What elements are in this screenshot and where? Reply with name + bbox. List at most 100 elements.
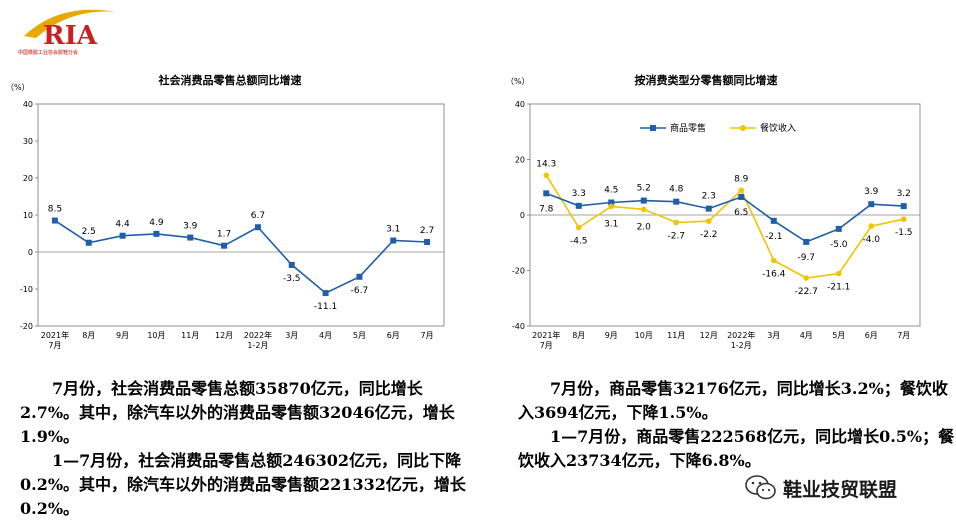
data-point — [51, 217, 58, 224]
data-point — [543, 172, 550, 179]
data-label: -3.5 — [283, 274, 301, 284]
data-label-goods: 4.8 — [669, 185, 684, 195]
legend-goods-marker — [650, 125, 656, 131]
x-tick-label: 8月 — [572, 331, 585, 340]
data-point — [835, 225, 842, 232]
data-point — [254, 224, 261, 231]
chart-title: 按消费类型分零售额同比增速 — [635, 73, 778, 87]
watermark-text: 鞋业技贸联盟 — [783, 478, 898, 501]
paragraph: 7月份，商品零售32176亿元，同比增长3.2%；餐饮收入3694亿元，下降1.… — [518, 379, 948, 422]
x-tick-label: 2022年 1-2月 — [244, 330, 272, 350]
data-point — [900, 216, 907, 222]
x-tick-label: 12月 — [215, 331, 233, 340]
data-label-goods: 6.5 — [734, 208, 748, 218]
data-point — [153, 230, 160, 237]
y-tick-label: 10 — [23, 211, 33, 220]
x-tick-label: 10月 — [147, 331, 165, 340]
data-label-food: -2.7 — [667, 231, 685, 241]
x-tick-label: 9月 — [605, 331, 618, 340]
data-point — [770, 217, 777, 224]
retail-sales-growth-chart: 社会消费品零售总额同比增速 （%） 40 30 20 10 0 -10 -20 2021年 7… — [6, 73, 445, 350]
x-tick-label: 6月 — [865, 331, 878, 340]
data-label-goods: -5.0 — [830, 240, 848, 250]
y-tick-label: 20 — [515, 156, 525, 165]
data-point — [738, 187, 745, 194]
x-tick-label: 3月 — [767, 331, 780, 340]
x-tick-label: 3月 — [285, 331, 298, 340]
data-point — [575, 202, 582, 209]
x-tick-label: 2022年 1-2月 — [727, 330, 755, 350]
x-tick-label: 4月 — [319, 331, 332, 340]
text-left: 7月份，社会消费品零售总额35870亿元，同比增长2.7%。其中，除汽车以外的消… — [20, 377, 470, 521]
y-tick-label: -40 — [512, 322, 525, 331]
data-label-goods: 3.3 — [572, 189, 586, 199]
consumption-type-growth-chart: 按消费类型分零售额同比增速 （%） 40 20 0 -20 -40 2021年 7月 8月 9… — [506, 73, 921, 350]
legend: 商品零售 餐饮收入 — [640, 122, 796, 134]
data-label-food: -2.2 — [700, 230, 718, 240]
data-point — [119, 232, 126, 239]
series-line-goods-retail — [546, 192, 904, 243]
data-label-food: 2.0 — [637, 222, 652, 232]
ria-logo: RIA — [24, 9, 116, 51]
data-point — [424, 239, 431, 246]
data-label-food: -21.1 — [827, 283, 850, 293]
x-tick-label: 7月 — [897, 331, 910, 340]
data-label-food: 14.3 — [536, 159, 556, 169]
wechat-icon — [745, 475, 776, 500]
y-tick-label: 0 — [520, 211, 525, 220]
data-point — [608, 203, 615, 210]
logo-subtitle: 中国橡胶工业协会胶鞋分会 — [18, 50, 79, 56]
data-label: 1.7 — [217, 230, 231, 240]
x-tick-label: 11月 — [181, 331, 199, 340]
data-point — [673, 198, 680, 205]
logo-text: RIA — [43, 21, 98, 51]
y-ticks: 40 30 20 10 0 -10 -20 — [20, 100, 444, 331]
data-label: 8.5 — [48, 205, 62, 215]
data-point — [868, 201, 875, 208]
data-point — [543, 190, 550, 197]
data-point — [85, 239, 92, 246]
data-point — [738, 193, 745, 200]
paragraph: 1—7月份，社会消费品零售总额246302亿元，同比下降0.2%。其中，除汽车以… — [20, 451, 466, 518]
data-point — [608, 199, 615, 206]
data-label-food: -1.5 — [895, 228, 913, 238]
data-label: -6.7 — [351, 286, 369, 296]
data-point — [322, 290, 329, 297]
data-points — [543, 172, 907, 281]
data-label: 2.5 — [82, 227, 96, 237]
data-point — [803, 238, 810, 245]
y-tick-label: -20 — [20, 322, 33, 331]
plot-frame — [37, 103, 445, 327]
y-tick-label: -10 — [20, 285, 33, 294]
chart-title: 社会消费品零售总额同比增速 — [158, 73, 302, 87]
data-label: 2.7 — [420, 226, 434, 236]
y-tick-label: 0 — [28, 248, 33, 257]
logo-swoosh — [24, 9, 116, 38]
legend-goods-label: 商品零售 — [670, 122, 706, 134]
data-label-goods: 5.2 — [637, 184, 651, 194]
data-label-goods: 7.8 — [539, 204, 554, 214]
data-label-goods: 4.5 — [604, 186, 618, 196]
y-tick-label: -20 — [512, 267, 525, 276]
data-label: 4.9 — [149, 218, 164, 228]
text-right: 7月份，商品零售32176亿元，同比增长3.2%；餐饮收入3694亿元，下降1.… — [518, 377, 956, 473]
data-point — [288, 261, 295, 268]
y-unit: （%） — [506, 77, 530, 86]
data-point — [640, 206, 647, 213]
data-label-food: 8.9 — [734, 174, 749, 184]
data-label: 3.9 — [183, 222, 198, 232]
watermark: 鞋业技贸联盟 — [745, 474, 897, 502]
data-point — [705, 205, 712, 212]
y-tick-label: 20 — [23, 174, 33, 183]
data-point — [770, 257, 777, 264]
data-point — [868, 223, 875, 229]
series-line-food-service — [545, 174, 904, 279]
y-unit: （%） — [6, 83, 30, 92]
x-tick-label: 8月 — [82, 331, 95, 340]
data-point — [221, 242, 228, 249]
x-tick-label: 11月 — [667, 331, 685, 340]
data-label: -11.1 — [314, 302, 337, 312]
data-label-goods: 3.9 — [864, 187, 879, 197]
data-point — [390, 237, 397, 244]
data-label-food: -22.7 — [795, 287, 818, 297]
